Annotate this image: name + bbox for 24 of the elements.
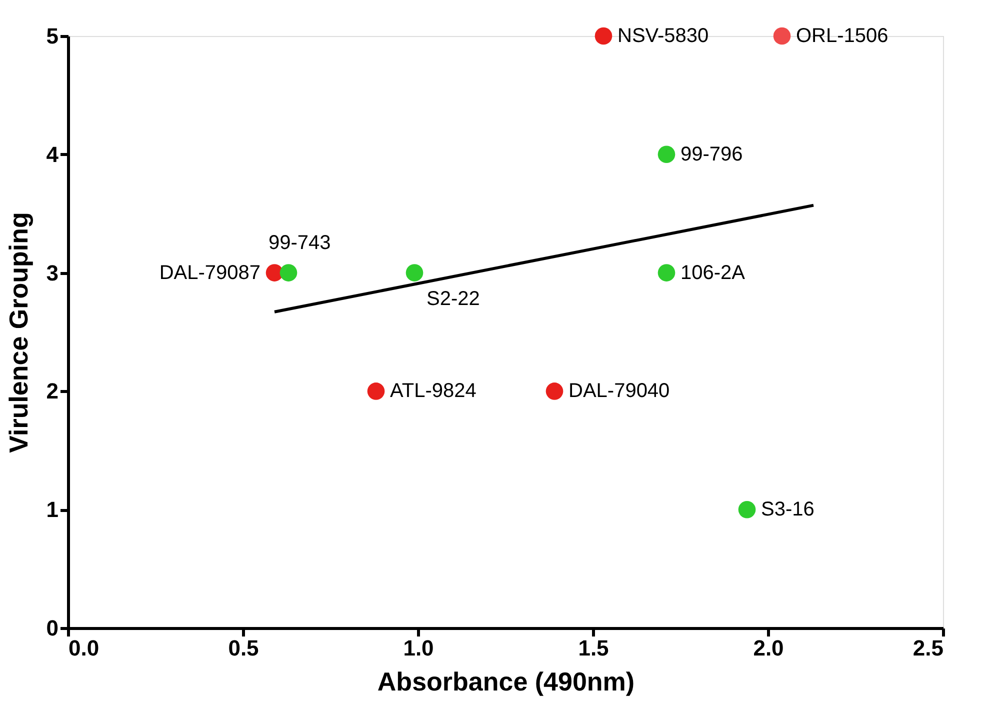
- annotation: 106-2A: [680, 262, 746, 284]
- x-axis-title: Absorbance (490nm): [377, 666, 635, 696]
- y-tick-label: 3: [46, 260, 58, 286]
- annotation: S3-16: [761, 498, 814, 521]
- annotation: 99-743: [268, 232, 331, 254]
- x-tick-label: 2.0: [753, 636, 784, 660]
- annotation: DAL-79087: [159, 262, 260, 284]
- y-axis-title: Virulence Grouping: [3, 212, 34, 453]
- annotation: 99-796: [680, 143, 743, 166]
- annotation: ORL-1506: [796, 25, 888, 47]
- x-tick-label: 2.5: [912, 636, 944, 660]
- y-tick-label: 1: [46, 497, 58, 522]
- annotation: S2-22: [426, 288, 480, 310]
- x-tick-label: 1.5: [578, 636, 609, 660]
- x-tick-label: 1.0: [403, 636, 434, 660]
- y-tick-label: 5: [46, 24, 58, 48]
- y-tick-label: 4: [46, 142, 60, 167]
- x-tick-label: 0.5: [228, 636, 259, 660]
- y-tick-label: 2: [46, 378, 58, 404]
- annotation: NSV-5830: [618, 25, 709, 47]
- y-tick-label: 0: [46, 616, 58, 640]
- annotation: ATL-9824: [390, 380, 476, 402]
- annotation: DAL-79040: [568, 380, 670, 402]
- x-tick-label: 0.0: [68, 636, 100, 660]
